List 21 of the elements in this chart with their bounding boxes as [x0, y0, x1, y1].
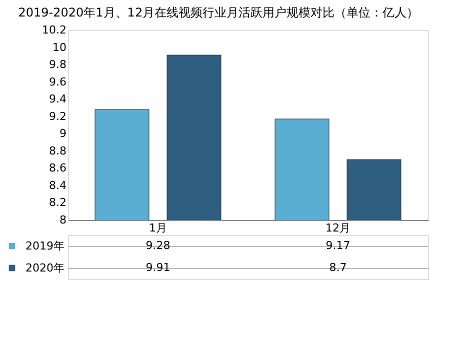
y-tick-label: 9	[60, 127, 66, 140]
y-tick-label: 8.6	[49, 162, 66, 175]
y-tick-label: 8.4	[49, 178, 66, 192]
data-label: 9.91	[146, 261, 170, 274]
y-tick-label: 8.2	[49, 196, 66, 210]
data-label: 9.28	[146, 239, 170, 252]
y-tick-label: 9.6	[49, 75, 66, 88]
y-tick-label: 10	[52, 40, 66, 54]
legend-label: 2019年	[26, 240, 64, 252]
y-tick-label: 10.2	[42, 24, 66, 36]
y-tick-label: 8.8	[49, 144, 66, 158]
chart-title: 2019-2020年1月、12月在线视频行业月活跃用户规模对比（单位：亿人）	[18, 6, 419, 20]
y-tick-label: 9.4	[49, 92, 66, 106]
y-tick-label: 9.2	[49, 110, 66, 123]
data-label: 9.17	[326, 239, 350, 252]
data-label: 8.7	[329, 261, 347, 274]
x-tick-label: 1月	[149, 222, 167, 234]
y-tick-label: 8	[60, 214, 66, 226]
x-tick-label: 12月	[326, 222, 350, 234]
y-tick-label: 9.8	[49, 58, 66, 72]
legend-label: 2020年	[26, 262, 64, 274]
